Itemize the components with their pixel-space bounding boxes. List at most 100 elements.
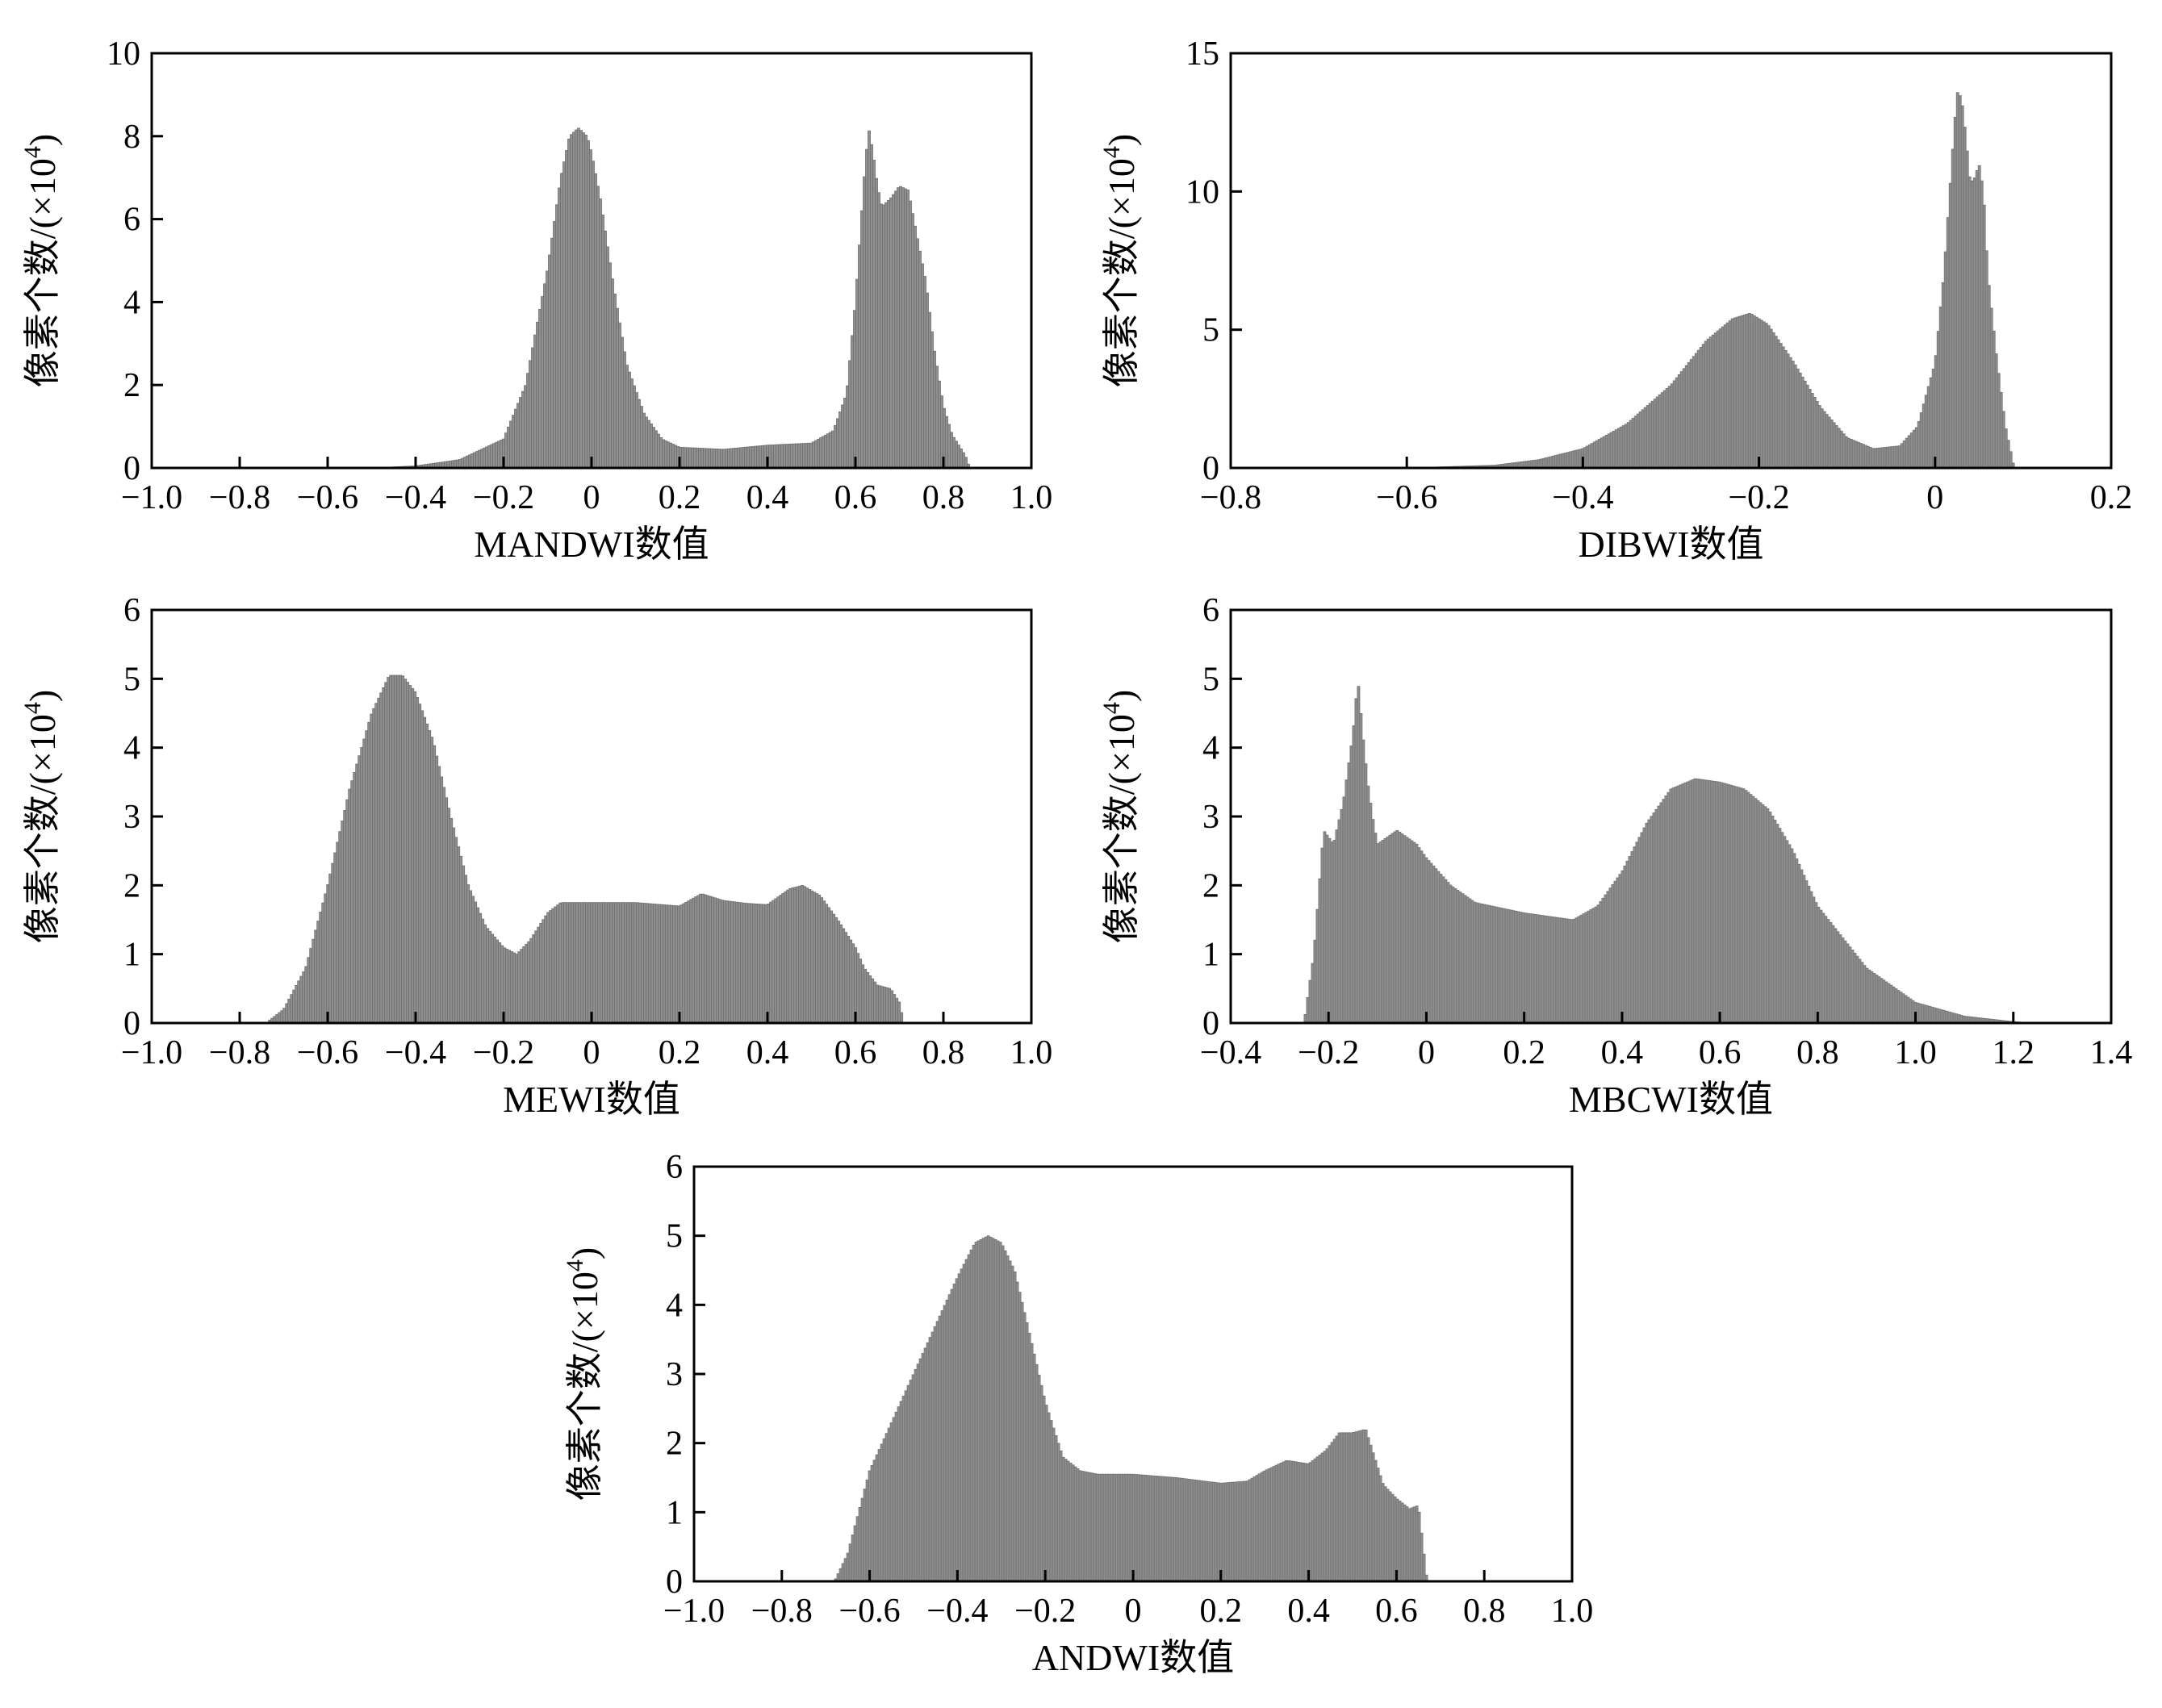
histogram-bar <box>1347 1432 1351 1582</box>
histogram-bar <box>1415 843 1419 1024</box>
histogram-bar <box>1412 841 1416 1024</box>
histogram-bar <box>1226 1482 1230 1582</box>
histogram-bar <box>1889 984 1893 1024</box>
histogram-bar <box>558 187 561 469</box>
histogram-bar <box>871 978 875 1024</box>
histogram-bar <box>1308 979 1312 1024</box>
histogram-bar <box>921 263 924 469</box>
histogram-bar <box>864 969 868 1024</box>
histogram-bar <box>544 915 548 1024</box>
histogram-bar <box>1490 905 1494 1024</box>
histogram-bar <box>435 755 439 1024</box>
histogram-bar <box>888 988 892 1024</box>
histogram-bar <box>1788 844 1792 1024</box>
histogram-bar <box>1180 1477 1184 1582</box>
histogram-bar <box>662 439 665 469</box>
histogram-bar <box>1308 1462 1312 1582</box>
histogram-bar <box>762 904 766 1024</box>
histogram-bar <box>420 710 424 1024</box>
histogram-bar <box>452 827 456 1024</box>
histogram-bar <box>1841 937 1845 1024</box>
histogram-bar <box>883 987 887 1024</box>
histogram-bar <box>791 887 795 1024</box>
y-tick-label: 1 <box>123 937 140 974</box>
histogram-bar <box>348 788 352 1024</box>
histogram-bar <box>1858 958 1862 1024</box>
histogram-bar <box>846 385 849 469</box>
x-tick-label: 0 <box>1418 1034 1435 1071</box>
histogram-bar <box>314 929 318 1024</box>
histogram-bar <box>1015 1281 1019 1582</box>
histogram-bar <box>859 958 863 1024</box>
histogram-bar <box>1737 787 1741 1024</box>
histogram-bar <box>1032 1353 1036 1582</box>
histogram-bar <box>696 447 699 469</box>
histogram-bar <box>585 902 589 1024</box>
histogram-bar <box>746 446 750 469</box>
histogram-bar <box>763 445 767 469</box>
histogram-bar <box>1960 105 1964 469</box>
histogram-bar <box>1834 424 1838 469</box>
histogram-bar <box>880 986 884 1024</box>
y-tick-label: 10 <box>107 35 140 73</box>
x-tick-label: −1.0 <box>121 1034 182 1071</box>
histogram-bar <box>1238 1481 1242 1582</box>
histogram-bar <box>1911 1000 1915 1024</box>
histogram-bar <box>708 448 711 469</box>
histogram-bar <box>865 1479 869 1582</box>
histogram-bar <box>1909 998 1913 1024</box>
histogram-bar <box>1803 380 1807 469</box>
histogram-bar <box>784 891 788 1024</box>
histogram-bar <box>776 896 780 1024</box>
histogram-bar <box>1037 1374 1041 1582</box>
histogram-bar <box>1946 217 1950 469</box>
histogram-bar <box>469 890 473 1024</box>
histogram-bar <box>471 896 475 1024</box>
histogram-bar <box>1888 446 1892 469</box>
histogram-bar <box>566 902 570 1024</box>
histogram-bar <box>809 442 813 469</box>
histogram-bar <box>1802 875 1806 1024</box>
histogram-bar <box>1507 909 1511 1024</box>
histogram-bar <box>601 214 604 469</box>
x-tick-label: −0.4 <box>1552 479 1613 516</box>
histogram-bar <box>548 254 551 469</box>
histogram-bar <box>1561 453 1565 469</box>
histogram-bar <box>638 902 642 1024</box>
histogram-bar <box>1866 445 1870 469</box>
histogram-bar <box>510 951 514 1024</box>
histogram-bar <box>674 445 677 469</box>
histogram-bar <box>1653 399 1657 469</box>
histogram-bar <box>1354 698 1358 1024</box>
histogram-bar <box>1785 840 1789 1024</box>
histogram-bar <box>582 132 585 469</box>
histogram-bar <box>868 975 872 1024</box>
histogram-bar <box>578 902 582 1024</box>
histogram-bar <box>808 888 812 1024</box>
histogram-bar <box>1936 331 1940 469</box>
histogram-bar <box>1712 780 1717 1024</box>
histogram-bar <box>918 1358 922 1582</box>
histogram-bar <box>1774 336 1778 469</box>
y-tick-label: 5 <box>666 1218 683 1255</box>
histogram-bar <box>454 837 458 1024</box>
histogram-bar <box>589 149 592 469</box>
histogram-bar <box>485 446 488 469</box>
histogram-bar <box>592 161 595 469</box>
histogram-bar <box>880 1443 884 1582</box>
histogram-bar <box>1849 439 1853 469</box>
histogram-bar <box>500 945 504 1024</box>
histogram-bar <box>672 905 676 1024</box>
histogram-bar <box>1922 403 1926 469</box>
histogram-bar <box>1621 425 1625 469</box>
histogram-bar <box>904 1390 908 1582</box>
histogram-bar <box>1315 1456 1319 1582</box>
histogram-bar <box>280 1010 284 1024</box>
histogram-bar <box>1786 353 1790 469</box>
histogram-bar <box>726 900 730 1024</box>
histogram-bar <box>1192 1479 1196 1582</box>
histogram-bar <box>1739 787 1743 1024</box>
histogram-bar <box>309 948 313 1024</box>
histogram-bar <box>1623 865 1627 1024</box>
histogram-bar <box>1757 318 1761 469</box>
